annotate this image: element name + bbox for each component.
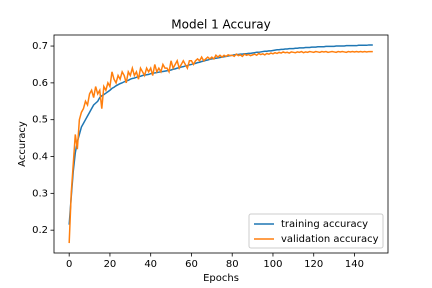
x-tick-label: 140 — [345, 259, 364, 270]
y-tick-label: 0.7 — [32, 41, 48, 52]
x-tick-label: 80 — [226, 259, 239, 270]
x-tick-label: 20 — [104, 259, 117, 270]
y-tick-label: 0.6 — [32, 78, 48, 89]
y-axis-label: Accuracy — [17, 121, 28, 167]
x-tick-label: 40 — [144, 259, 157, 270]
y-tick-label: 0.5 — [32, 115, 48, 126]
series-line — [68, 44, 373, 225]
y-tick-label: 0.4 — [32, 152, 48, 163]
x-tick-label: 60 — [185, 259, 198, 270]
x-tick-label: 0 — [66, 259, 72, 270]
legend-box — [248, 213, 384, 249]
series-line — [68, 50, 373, 244]
y-tick-label: 0.3 — [32, 188, 48, 199]
chart-title: Model 1 Accuray — [171, 18, 270, 32]
x-axis-label: Epochs — [203, 273, 239, 284]
x-tick-label: 100 — [263, 259, 282, 270]
legend-label: validation accuracy — [281, 234, 379, 245]
x-tick-label: 120 — [304, 259, 323, 270]
plot-frame — [53, 34, 389, 254]
y-tick-label: 0.2 — [32, 225, 48, 236]
legend-label: training accuracy — [281, 219, 368, 230]
